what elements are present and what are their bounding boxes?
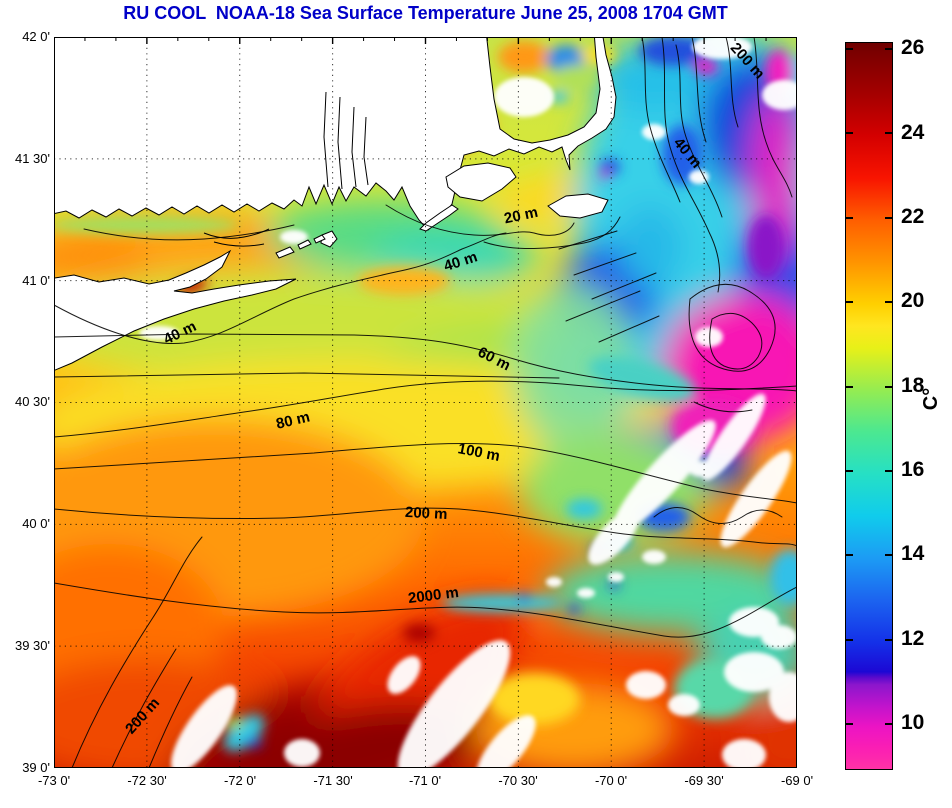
colorbar-unit-label: C° bbox=[920, 387, 942, 411]
lon-tick-label: -73 0' bbox=[37, 773, 71, 788]
lon-tick-label: -70 30' bbox=[498, 773, 538, 788]
colorbar-tick-label: 20 bbox=[901, 289, 925, 312]
lat-tick-label: 39 30' bbox=[14, 638, 50, 653]
lon-tick-label: -69 0' bbox=[780, 773, 814, 788]
lon-tick-label: -72 0' bbox=[223, 773, 257, 788]
marthas-vineyard-island bbox=[445, 162, 517, 202]
narragansett-bay-inlets bbox=[323, 91, 369, 190]
elizabeth-islands bbox=[419, 204, 459, 232]
fishers-island-chain bbox=[275, 234, 326, 259]
colorbar-tick-label: 22 bbox=[901, 205, 925, 228]
colorbar-gradient bbox=[846, 43, 892, 769]
colorbar-tick-label: 14 bbox=[901, 542, 925, 565]
lat-tick-label: 40 30' bbox=[14, 394, 50, 409]
nantucket-island bbox=[547, 193, 609, 219]
bathymetry-contours bbox=[54, 37, 797, 768]
colorbar-tick-label: 18 bbox=[901, 374, 925, 397]
colorbar-ticks bbox=[846, 43, 892, 769]
lon-tick-label: -69 30' bbox=[684, 773, 724, 788]
contour-label: 2000 m bbox=[407, 584, 460, 607]
lon-tick-label: -71 0' bbox=[408, 773, 442, 788]
lon-tick-label: -72 30' bbox=[127, 773, 167, 788]
lat-tick-label: 42 0' bbox=[22, 29, 50, 44]
cloud-layer bbox=[139, 37, 797, 768]
figure-title: RU COOL NOAA-18 Sea Surface Temperature … bbox=[123, 3, 728, 23]
colorbar bbox=[845, 42, 893, 770]
colorbar-tick-label: 12 bbox=[901, 627, 925, 650]
sst-field: 20 m 40 m 40 m 40 m 60 m 80 m 100 m 200 … bbox=[54, 37, 797, 768]
lon-tick-label: -70 0' bbox=[594, 773, 628, 788]
colorbar-tick-label: 10 bbox=[901, 711, 925, 734]
lat-tick-label: 41 30' bbox=[14, 151, 50, 166]
new-england-coast bbox=[54, 37, 617, 231]
lat-tick-label: 40 0' bbox=[22, 516, 50, 531]
lat-tick-label: 41 0' bbox=[22, 273, 50, 288]
colorbar-tick-label: 16 bbox=[901, 458, 925, 481]
contour-label: 200 m bbox=[405, 504, 448, 523]
colorbar-tick-label: 26 bbox=[901, 36, 925, 59]
contour-label: 20 m bbox=[503, 204, 540, 228]
lon-tick-label: -71 30' bbox=[313, 773, 353, 788]
colorbar-tick-label: 24 bbox=[901, 121, 925, 144]
lat-tick-label: 39 0' bbox=[22, 760, 50, 775]
